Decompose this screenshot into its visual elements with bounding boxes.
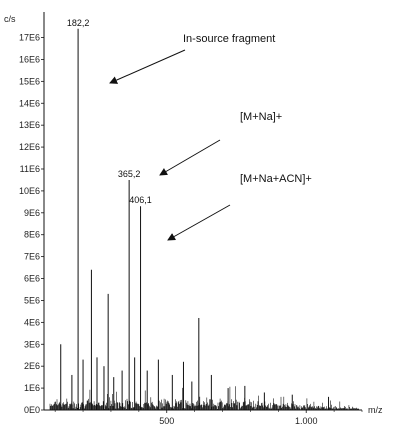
annotation-label: [M+Na]+ [240, 111, 282, 123]
y-tick-label: 9E6 [24, 208, 40, 218]
y-tick-label: 11E6 [20, 164, 40, 174]
y-tick-label: 15E6 [19, 76, 40, 86]
annotation-arrow [167, 204, 231, 241]
y-tick-label: 6E6 [24, 274, 40, 284]
y-tick-label: 7E6 [24, 252, 40, 262]
annotation-arrow [109, 49, 186, 84]
y-tick-label: 2E6 [24, 361, 40, 371]
y-tick-label: 1E6 [24, 383, 40, 393]
peak-series [60, 28, 330, 410]
peak-labels: 182,2 365,2 406,1 [67, 18, 152, 205]
x-tick-label: 1.000 [295, 416, 318, 426]
x-tick-label: 500 [159, 416, 174, 426]
y-tick-label: 10E6 [19, 186, 40, 196]
y-tick-label: 3E6 [24, 339, 40, 349]
y-tick-label: 5E6 [24, 295, 40, 305]
axes [43, 12, 362, 411]
y-axis-ticks: 0E0 1E6 2E6 3E6 4E6 5E6 6E6 7E6 8E6 9E6 10E6 11E6 12… [19, 33, 44, 415]
x-axis-ticks: 500 1.000 [54, 410, 363, 426]
y-tick-label: 13E6 [19, 120, 40, 130]
peak-label: 182,2 [67, 18, 90, 28]
annotation-label: In-source fragment [183, 33, 275, 45]
y-tick-label: 16E6 [19, 54, 40, 64]
annotation-label: [M+Na+ACN]+ [240, 173, 312, 185]
peak-label: 406,1 [129, 195, 152, 205]
y-tick-label: 14E6 [19, 98, 40, 108]
y-tick-label: 0E0 [24, 405, 40, 415]
y-axis-unit: c/s [4, 14, 16, 24]
peak-label: 365,2 [118, 169, 141, 179]
y-tick-label: 12E6 [19, 142, 40, 152]
y-tick-label: 8E6 [24, 230, 40, 240]
y-tick-label: 4E6 [24, 317, 40, 327]
y-tick-label: 17E6 [19, 33, 40, 43]
annotation-arrow [159, 139, 221, 176]
noise-trace [49, 386, 360, 410]
annotations: In-source fragment [M+Na]+ [M+Na+ACN]+ [109, 33, 312, 241]
x-axis-unit: m/z [368, 405, 383, 415]
baseline-noise [49, 386, 360, 410]
